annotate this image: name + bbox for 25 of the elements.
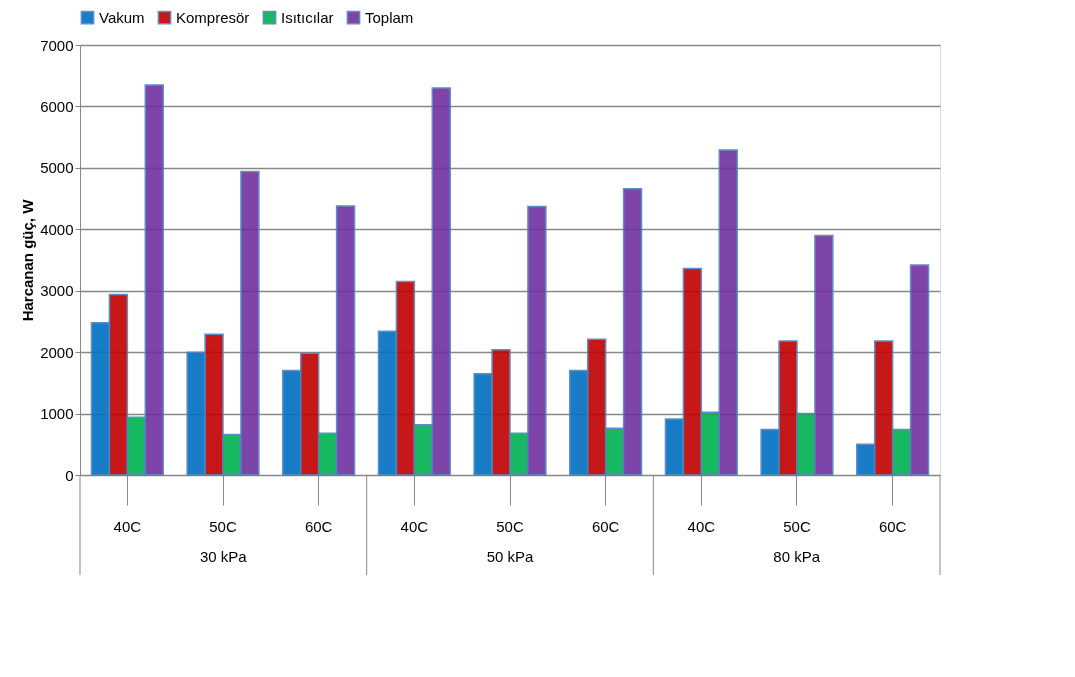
y-tick-label: 5000 bbox=[40, 159, 74, 177]
y-tick-label: 1000 bbox=[40, 405, 74, 423]
y-tick-label: 2000 bbox=[40, 343, 74, 361]
x-tick-label: 50C bbox=[209, 517, 237, 535]
x-tick-label: 60C bbox=[304, 517, 333, 535]
x-tick-label: 40C bbox=[687, 517, 716, 535]
legend-label: Kompresör bbox=[176, 8, 250, 26]
text: 30 kPa bbox=[199, 548, 248, 565]
y-axis-title: Harcanan güç, W bbox=[19, 198, 37, 322]
y-tick-label: 3000 bbox=[40, 282, 74, 300]
legend-label: Isıtıcılar bbox=[281, 8, 334, 26]
legend-label: Vakum bbox=[99, 8, 145, 26]
x-tick-label: 60C bbox=[591, 517, 620, 535]
x-tick-label: 50C bbox=[496, 517, 524, 535]
text: 50 kPa bbox=[486, 548, 535, 565]
y-tick-label: 4000 bbox=[40, 220, 74, 238]
y-tick-label: 0 bbox=[65, 466, 74, 484]
y-tick-label: 7000 bbox=[40, 36, 74, 54]
x-tick-label: 40C bbox=[400, 517, 429, 535]
x-tick-label: 60C bbox=[878, 517, 907, 535]
y-tick-label: 6000 bbox=[40, 97, 74, 115]
legend-label: Toplam bbox=[365, 8, 414, 26]
text: 80 kPa bbox=[773, 548, 821, 565]
x-tick-label: 40C bbox=[113, 517, 142, 535]
x-tick-label: 50C bbox=[783, 517, 811, 535]
